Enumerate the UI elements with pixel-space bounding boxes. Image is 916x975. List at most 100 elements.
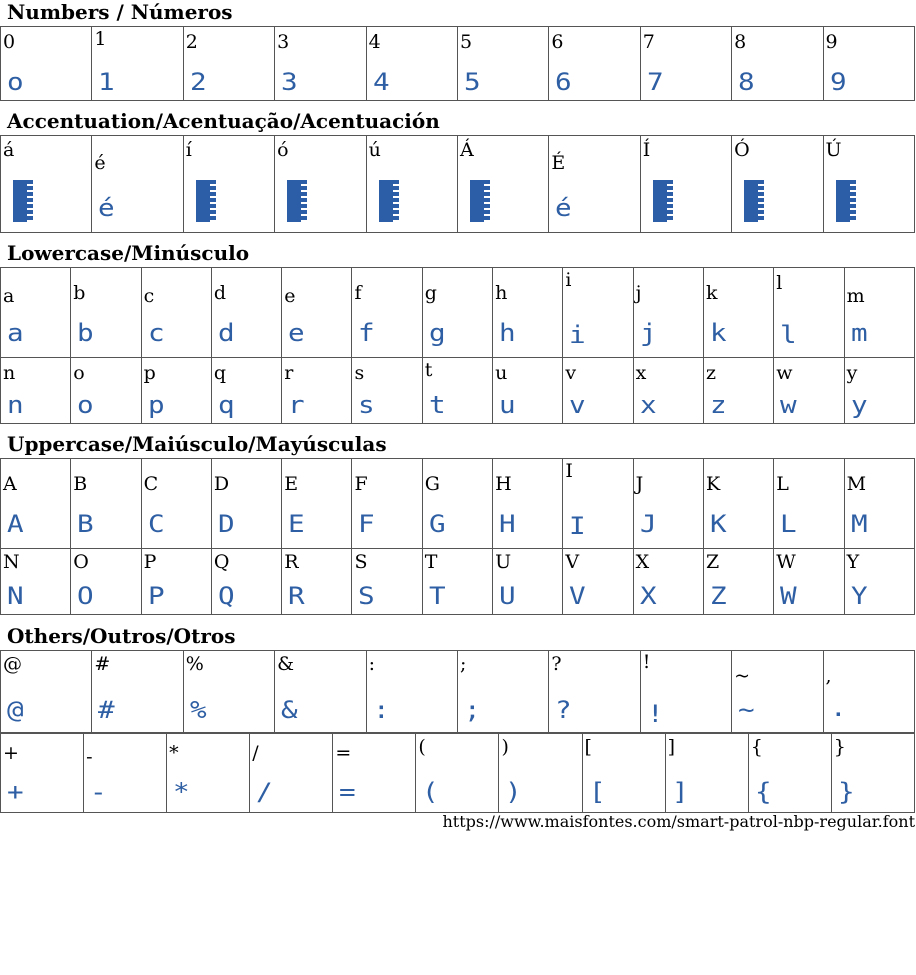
glyph-sample: ! — [646, 700, 664, 728]
char-label: Ú — [825, 139, 842, 161]
others-row-2: + + -- * * / / = = (( )) [[ ]] {{ }} — [0, 733, 916, 813]
glyph-sample: { — [754, 778, 772, 806]
source-link[interactable]: https://www.maisfontes.com/smart-patrol-… — [442, 812, 915, 831]
others-row-1: @ @ # # %% & & :: ;; ?? !! ~ ~ ,. — [0, 650, 916, 733]
glyph-sample: M — [850, 510, 868, 538]
char-label: 5 — [459, 31, 473, 53]
char-cell: Á — [456, 135, 550, 233]
char-cell: ú — [365, 135, 458, 233]
glyph-sample: Z — [709, 582, 727, 610]
glyph-sample: / — [256, 778, 273, 806]
glyph-sample: R — [288, 582, 305, 610]
glyph-sample: - — [90, 778, 107, 806]
char-label: f — [354, 282, 362, 304]
char-label: é — [94, 152, 106, 174]
others-table-2: + + -- * * / / = = (( )) [[ ]] {{ }} — [0, 733, 916, 813]
glyph-sample: Y — [850, 582, 868, 610]
char-label: 7 — [642, 31, 655, 53]
char-label: D — [213, 473, 230, 495]
char-cell: Ú — [822, 135, 916, 233]
glyph-sample: L — [780, 510, 797, 538]
char-label: P — [143, 551, 157, 573]
glyph-sample: l — [780, 321, 797, 349]
char-label: a — [3, 285, 15, 307]
char-label: ú — [368, 139, 381, 161]
char-cell: # # — [91, 650, 184, 733]
section-heading-numbers: Numbers / Números — [7, 0, 233, 24]
missing-glyph-block — [652, 180, 675, 222]
glyph-sample: é — [98, 194, 116, 222]
glyph-sample: + — [7, 778, 24, 806]
char-label: Q — [213, 551, 230, 573]
glyph-sample: . — [829, 694, 847, 722]
glyph-sample: r — [288, 391, 305, 419]
glyph-sample: w — [780, 391, 797, 419]
char-label: y — [846, 362, 858, 384]
char-label: s — [354, 362, 365, 384]
char-label: 4 — [368, 31, 381, 53]
char-label: J — [635, 473, 644, 495]
missing-glyph-block — [744, 180, 766, 222]
glyph-sample: E — [288, 510, 305, 538]
char-cell: á — [0, 135, 93, 233]
missing-glyph-block — [13, 180, 35, 222]
char-cell: ]] — [664, 733, 749, 813]
char-label: O — [73, 551, 89, 573]
glyph-sample: t — [428, 391, 446, 419]
char-cell: Ó — [731, 135, 824, 233]
char-label: ; — [459, 653, 467, 675]
char-label: ) — [501, 736, 509, 758]
char-label: á — [3, 139, 15, 161]
glyph-sample: ] — [671, 778, 689, 806]
char-label: r — [284, 362, 294, 384]
char-cell: ;; — [456, 650, 550, 733]
glyph-sample: p — [147, 391, 165, 419]
glyph-sample: # — [98, 696, 116, 724]
glyph-sample: % — [189, 696, 207, 724]
char-label: M — [846, 473, 867, 495]
char-label: ~ — [734, 665, 751, 687]
char-label: G — [424, 473, 440, 495]
char-label: / — [252, 742, 259, 764]
char-cell: )) — [498, 733, 583, 813]
char-label: x — [635, 362, 647, 384]
char-label: L — [776, 473, 789, 495]
glyph-sample: W — [780, 582, 797, 610]
glyph-sample: C — [147, 510, 165, 538]
char-label: d — [213, 282, 227, 304]
glyph-sample: N — [7, 582, 24, 610]
glyph-sample: d — [217, 319, 235, 347]
char-label: Z — [705, 551, 720, 573]
char-label: ( — [418, 736, 426, 758]
char-label: 1 — [94, 28, 107, 50]
glyph-sample: U — [499, 582, 516, 610]
char-cell: :: — [365, 650, 458, 733]
glyph-sample: ? — [555, 696, 572, 724]
